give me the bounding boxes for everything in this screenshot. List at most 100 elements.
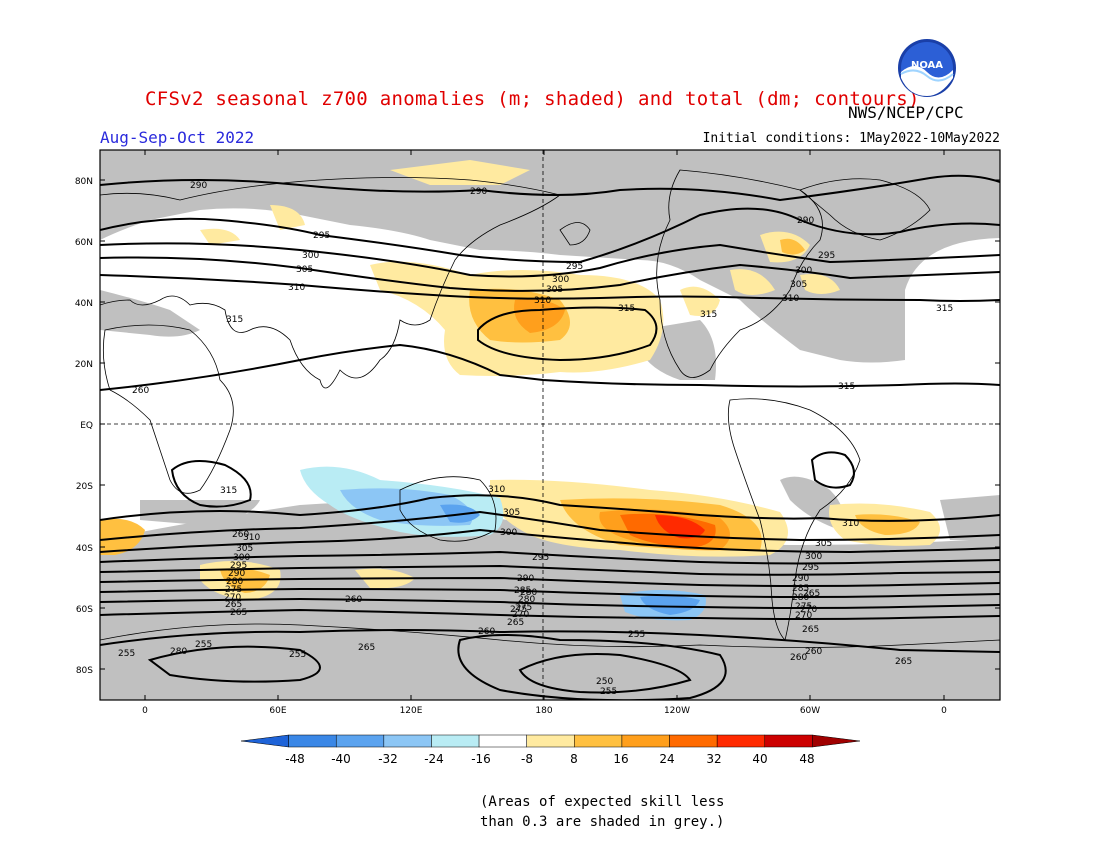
contour-label: 255 bbox=[628, 630, 645, 640]
contour-label: 260 bbox=[805, 647, 822, 657]
contour-label: 270 bbox=[512, 610, 529, 620]
contour-label: 305 bbox=[815, 539, 832, 549]
colorbar-swatch bbox=[812, 734, 861, 748]
colorbar-tick: 32 bbox=[706, 752, 721, 766]
contour-label: 255 bbox=[600, 687, 617, 697]
contour-label: 275 bbox=[510, 605, 527, 615]
contour-label: 290 bbox=[797, 216, 814, 226]
latitude-ticks bbox=[100, 179, 1000, 670]
colorbar-swatch bbox=[716, 734, 766, 748]
contour-label: 290 bbox=[792, 574, 809, 584]
contour-label: 315 bbox=[700, 310, 717, 320]
lon-label: 60W bbox=[800, 706, 820, 716]
contour-label: 265 bbox=[225, 600, 242, 610]
colorbar-tick: -32 bbox=[378, 752, 398, 766]
contour-label: 275 bbox=[225, 585, 242, 595]
contour-label: 310 bbox=[243, 533, 260, 543]
contour-label: 295 bbox=[230, 561, 247, 571]
contour-label: 260 bbox=[132, 386, 149, 396]
colorbar-swatch bbox=[478, 734, 527, 748]
contour-label: 260 bbox=[345, 595, 362, 605]
contour-label: 305 bbox=[546, 285, 563, 295]
contour-label: 275 bbox=[795, 602, 812, 612]
contour-label: 265 bbox=[895, 657, 912, 667]
contour-label: 300 bbox=[500, 528, 517, 538]
contour-label: 305 bbox=[236, 544, 253, 554]
colorbar-swatch bbox=[240, 734, 289, 748]
colorbar-tick: -16 bbox=[471, 752, 491, 766]
lon-label: 120E bbox=[400, 706, 423, 716]
colorbar-tick: -48 bbox=[285, 752, 305, 766]
colorbar-tick: 48 bbox=[799, 752, 814, 766]
contour-label: 315 bbox=[220, 486, 237, 496]
footnote-line-2: than 0.3 are shaded in grey.) bbox=[480, 814, 725, 830]
contour-label: 270 bbox=[224, 593, 241, 603]
contour-label: 265 bbox=[230, 608, 247, 618]
contour-label: 290 bbox=[517, 574, 534, 584]
contour-label: 285 bbox=[792, 584, 809, 594]
lon-label: 0 bbox=[142, 706, 148, 716]
colorbar-swatch bbox=[431, 734, 480, 748]
contour-label: 295 bbox=[818, 251, 835, 261]
contour-label: 290 bbox=[228, 569, 245, 579]
contour-label: 255 bbox=[289, 650, 306, 660]
colorbar-swatch bbox=[526, 734, 575, 748]
contour-label: 305 bbox=[296, 265, 313, 275]
lat-label: 20S bbox=[76, 482, 93, 492]
coastlines bbox=[100, 169, 1000, 700]
colorbar-swatch bbox=[574, 734, 623, 748]
contour-label: 310 bbox=[488, 485, 505, 495]
contour-label: 250 bbox=[596, 677, 613, 687]
noaa-logo: NOAA bbox=[898, 39, 956, 97]
contour-label: 310 bbox=[842, 519, 859, 529]
lat-label: 20N bbox=[75, 360, 93, 370]
contour-label: 305 bbox=[503, 508, 520, 518]
contour-label: 255 bbox=[195, 640, 212, 650]
contour-label: 300 bbox=[805, 552, 822, 562]
colorbar-swatch bbox=[764, 734, 813, 748]
colorbar bbox=[240, 734, 861, 748]
contour-label: 295 bbox=[566, 262, 583, 272]
longitude-axis: 0 60E 120E 180 120W 60W 0 bbox=[142, 706, 947, 716]
contour-label: 295 bbox=[802, 563, 819, 573]
map-layers: 290 290 290 295 295 295 300 300 300 305 … bbox=[100, 150, 1000, 700]
contour-label: 290 bbox=[190, 181, 207, 191]
contour-label: 265 bbox=[802, 625, 819, 635]
contour-label: 265 bbox=[358, 643, 375, 653]
colorbar-swatch bbox=[669, 734, 718, 748]
logo-text: NOAA bbox=[911, 60, 943, 71]
contour-label: 285 bbox=[514, 586, 531, 596]
lat-label: 60N bbox=[75, 238, 93, 248]
contour-label: 280 bbox=[170, 647, 187, 657]
colorbar-swatch bbox=[621, 734, 670, 748]
lon-label: 60E bbox=[269, 706, 286, 716]
lat-label: 40N bbox=[75, 299, 93, 309]
contour-label: 315 bbox=[838, 382, 855, 392]
contour-label: 270 bbox=[800, 605, 817, 615]
longitude-ticks bbox=[144, 150, 945, 700]
contour-label: 275 bbox=[515, 603, 532, 613]
lat-label: EQ bbox=[80, 421, 93, 431]
contour-label: 265 bbox=[507, 618, 524, 628]
contour-label: 315 bbox=[226, 315, 243, 325]
contour-label: 270 bbox=[795, 611, 812, 621]
contour-label: 300 bbox=[795, 266, 812, 276]
contour-label: 310 bbox=[534, 296, 551, 306]
map-frame bbox=[99, 149, 1001, 701]
latitude-axis: 80N 60N 40N 20N EQ 20S 40S 60S 80S bbox=[75, 177, 93, 676]
contour-label: 310 bbox=[782, 294, 799, 304]
lon-label: 0 bbox=[941, 706, 947, 716]
contour-label: 305 bbox=[790, 280, 807, 290]
contour-label: 280 bbox=[226, 577, 243, 587]
colorbar-swatch bbox=[383, 734, 432, 748]
colorbar-tick: -40 bbox=[331, 752, 351, 766]
contour-label: 315 bbox=[936, 304, 953, 314]
organization-label: NWS/NCEP/CPC bbox=[848, 103, 964, 122]
contour-label: 295 bbox=[532, 553, 549, 563]
contour-labels: 290 290 290 295 295 295 300 300 300 305 … bbox=[118, 181, 953, 697]
initial-conditions-label: Initial conditions: 1May2022-10May2022 bbox=[702, 131, 1000, 146]
colorbar-swatch bbox=[335, 734, 385, 748]
contour-label: 300 bbox=[552, 275, 569, 285]
skill-footnote: (Areas of expected skill less than 0.3 a… bbox=[480, 792, 724, 832]
contour-label: 265 bbox=[803, 589, 820, 599]
